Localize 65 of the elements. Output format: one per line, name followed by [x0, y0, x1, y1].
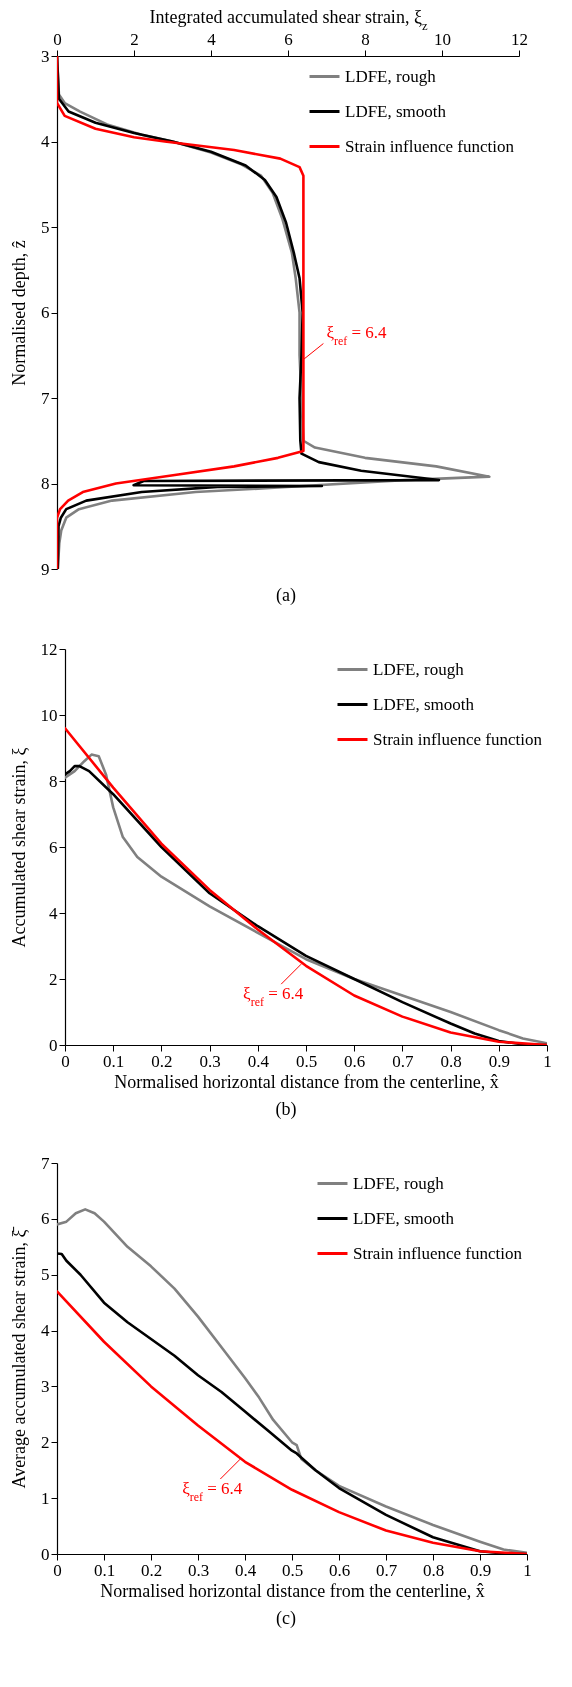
x-tick-label: 1	[543, 1051, 552, 1071]
x-tick-label: 0.5	[295, 1051, 318, 1071]
x-tick-label: 10	[434, 29, 451, 49]
y-tick-label: 2	[49, 969, 58, 989]
x-axis-title: Normalised horizontal distance from the centerline, x̂	[100, 1580, 485, 1601]
legend-label: LDFE, rough	[373, 659, 465, 679]
y-tick-label: 0	[49, 1035, 58, 1055]
legend-label: LDFE, rough	[353, 1173, 445, 1193]
x-tick-label: 0.3	[199, 1051, 221, 1071]
y-tick-label: 5	[41, 1265, 50, 1285]
annotation: ξ$_{ref}$ = 6.4	[326, 322, 388, 348]
y-axis-title: Normalised depth, ẑ	[9, 240, 29, 386]
x-tick-label: 1	[523, 1560, 532, 1580]
x-tick-label: 0.6	[328, 1560, 351, 1580]
legend-label: Strain influence function	[345, 136, 515, 156]
y-tick-label: 2	[41, 1432, 50, 1452]
y-tick-label: 7	[41, 388, 50, 408]
legend-label: Strain influence function	[353, 1243, 523, 1263]
text: (a)	[275, 585, 297, 606]
y-tick-label: 9	[41, 559, 50, 579]
y-tick-label: 1	[41, 1488, 50, 1508]
y-tick-label: 3	[41, 46, 50, 66]
y-tick-label: 6	[41, 1209, 50, 1229]
legend-label: LDFE, smooth	[373, 694, 475, 714]
x-tick-label: 0.4	[247, 1051, 270, 1071]
x-tick-label: 0.1	[93, 1560, 116, 1580]
x-axis-title: Normalised horizontal distance from the centerline, x̂	[114, 1071, 499, 1092]
y-axis-title: Average accumulated shear strain, ξ̄	[9, 1226, 29, 1489]
x-tick-label: 0.7	[392, 1051, 415, 1071]
y-tick-label: 10	[40, 705, 58, 725]
annotation: ξ$_{ref}$ = 6.4	[182, 1479, 243, 1505]
x-tick-label: 2	[130, 29, 139, 49]
x-tick-label: 0.9	[488, 1051, 510, 1071]
x-tick-label: 0.2	[151, 1051, 173, 1071]
legend-label: Strain influence function	[373, 729, 543, 749]
x-tick-label: 0.6	[344, 1051, 366, 1071]
y-tick-label: 6	[41, 303, 50, 322]
x-tick-label: 12	[511, 29, 528, 49]
y-tick-label: 8	[41, 474, 50, 493]
y-tick-label: 5	[41, 217, 50, 237]
x-tick-label: 0.7	[375, 1560, 398, 1580]
legend-label: LDFE, smooth	[345, 101, 447, 121]
legend-label: LDFE, smooth	[353, 1208, 455, 1228]
text: (c)	[275, 1608, 297, 1629]
x-tick-label: 0.8	[422, 1560, 445, 1580]
annotation: ξ$_{ref}$ = 6.4	[243, 984, 304, 1010]
y-tick-label: 3	[41, 1376, 50, 1396]
text: (b)	[274, 1099, 298, 1120]
x-tick-label: 0.5	[281, 1560, 304, 1580]
y-tick-label: 6	[49, 837, 58, 857]
y-tick-label: 12	[40, 639, 58, 659]
y-tick-label: 4	[49, 903, 58, 923]
legend-label: LDFE, rough	[345, 66, 437, 86]
y-tick-label: 7	[41, 1153, 50, 1173]
x-tick-label: 0.8	[440, 1051, 462, 1071]
x-tick-label: 0.9	[469, 1560, 492, 1580]
y-tick-label: 4	[41, 1321, 50, 1341]
y-tick-label: 4	[41, 132, 50, 151]
x-tick-label: 0.1	[103, 1051, 125, 1071]
y-tick-label: 8	[49, 771, 58, 791]
y-axis-title: Accumulated shear strain, ξ	[8, 747, 29, 948]
x-tick-label: 0.3	[187, 1560, 210, 1580]
y-tick-label: 0	[41, 1544, 50, 1564]
x-tick-label: 0.2	[140, 1560, 163, 1580]
x-tick-label: 0.4	[234, 1560, 257, 1580]
